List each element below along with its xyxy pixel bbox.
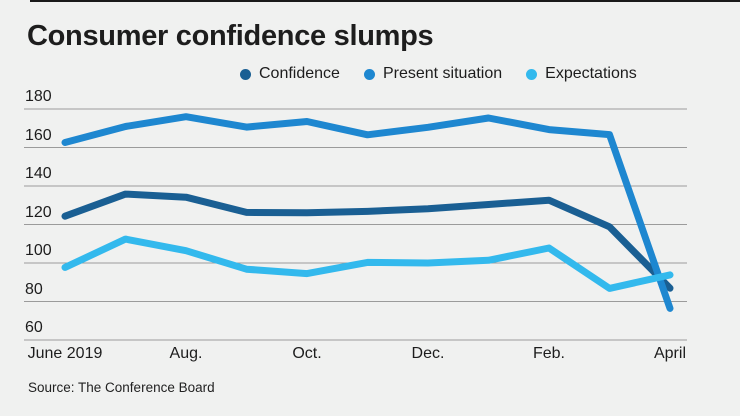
legend-dot-icon (526, 68, 538, 80)
legend-label: Present situation (382, 65, 503, 82)
legend-dot-icon (363, 68, 375, 80)
y-axis-label: 120 (25, 203, 52, 221)
y-axis-label: 160 (25, 126, 52, 144)
y-axis-label: 180 (25, 88, 52, 105)
y-axis-label: 60 (25, 319, 43, 336)
series-line-confidence (61, 190, 674, 292)
source-note: Source: The Conference Board (28, 380, 215, 395)
legend-label: Expectations (545, 65, 637, 82)
x-axis-label: June 2019 (27, 345, 103, 362)
legend-item-confidence: Confidence (240, 65, 340, 83)
series-line-expectations (61, 235, 674, 292)
chart-title: Consumer confidence slumps (27, 20, 434, 52)
x-axis-label: Oct. (292, 345, 322, 362)
legend: Confidence Present situation Expectations (240, 65, 637, 83)
x-axis-label: Dec. (411, 345, 445, 362)
top-rule (30, 0, 740, 2)
x-axis-label: Feb. (532, 345, 565, 362)
legend-dot-icon (240, 68, 251, 80)
series-line-present-situation (61, 113, 674, 312)
y-axis-label: 140 (25, 165, 52, 182)
legend-label: Confidence (259, 65, 340, 82)
x-axis-label: April (653, 345, 686, 362)
x-axis-label: Aug. (169, 345, 203, 362)
legend-item-present-situation: Present situation (363, 65, 503, 83)
legend-item-expectations: Expectations (526, 65, 637, 83)
y-axis-label: 100 (25, 242, 52, 259)
y-axis-label: 80 (25, 280, 43, 298)
